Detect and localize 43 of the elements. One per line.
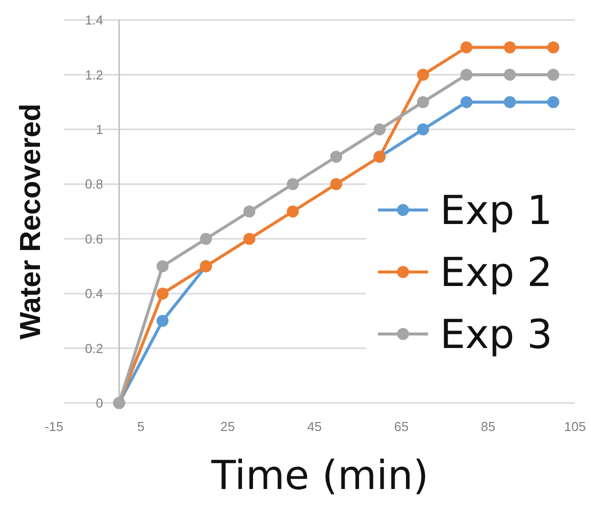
point: [504, 41, 516, 54]
x-tick-label: -15: [44, 419, 64, 434]
legend-label: Exp 2: [440, 250, 552, 296]
point: [156, 288, 169, 300]
x-tick-label: 65: [394, 419, 409, 434]
point: [286, 178, 299, 190]
point: [200, 232, 212, 245]
point: [460, 41, 472, 54]
point: [417, 123, 430, 136]
point: [504, 96, 516, 108]
x-tick-label: 5: [137, 419, 144, 434]
point: [417, 96, 430, 108]
point: [243, 232, 256, 245]
x-tick-label: 45: [307, 419, 322, 434]
point: [286, 206, 299, 218]
y-tick-label: 0.2: [85, 340, 104, 356]
point: [156, 260, 169, 272]
point: [547, 41, 560, 54]
legend-label: Exp 3: [440, 312, 552, 358]
point: [417, 68, 430, 81]
x-tick-label: 105: [564, 419, 586, 434]
point: [243, 206, 256, 218]
x-tick-label: 85: [480, 419, 496, 434]
x-tick-label: 25: [220, 419, 235, 434]
point: [330, 178, 342, 190]
y-tick-label: 0.6: [85, 231, 104, 246]
y-tick-label: 0.8: [85, 176, 104, 192]
y-axis-title: Water Recovered: [15, 104, 47, 340]
point: [330, 150, 342, 163]
y-tick-label: 0.4: [85, 286, 104, 302]
point: [156, 314, 169, 327]
point: [460, 68, 472, 81]
y-tick-label: 1: [96, 122, 104, 137]
point: [460, 96, 472, 108]
y-tick-label: 1.2: [85, 67, 104, 82]
point: [547, 96, 560, 108]
x-axis-title: Time (min): [210, 453, 429, 499]
y-tick-label: 0: [96, 396, 104, 411]
point: [374, 123, 386, 136]
point: [504, 68, 516, 81]
y-tick-label: 1.4: [85, 12, 104, 28]
point: [547, 68, 560, 81]
legend-label: Exp 1: [440, 188, 552, 234]
